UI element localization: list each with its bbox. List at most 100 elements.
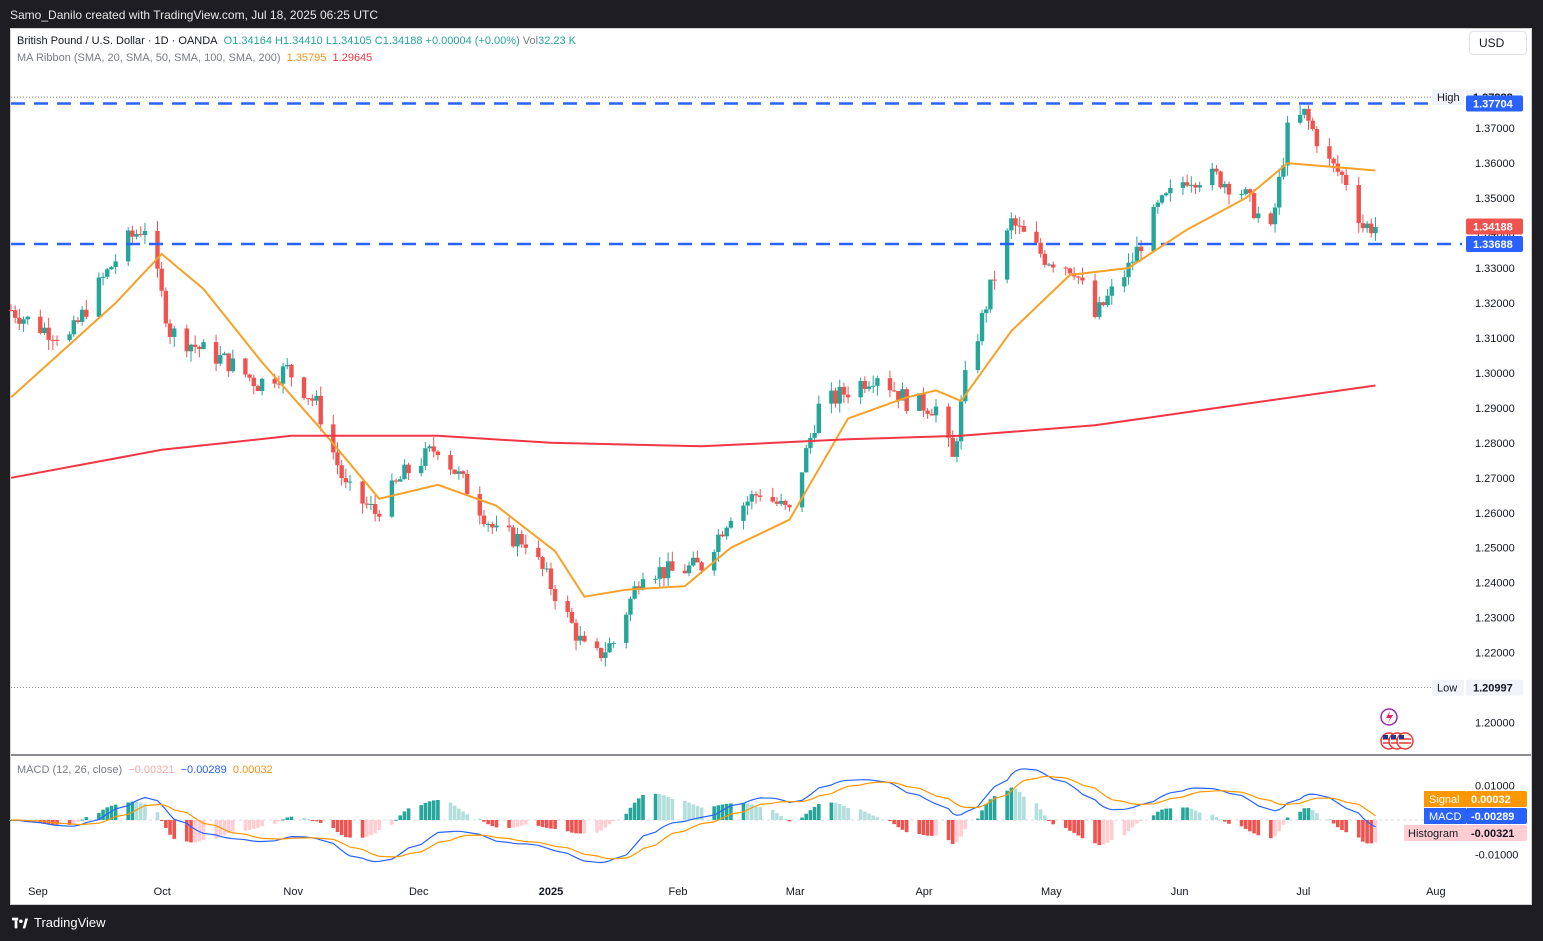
candle-body (1159, 195, 1165, 203)
candle-body (1046, 264, 1052, 266)
candle (745, 496, 750, 515)
time-tick-label: Sep (28, 886, 48, 898)
candle (372, 494, 378, 522)
candle-body (1063, 267, 1068, 269)
candle-body (640, 579, 646, 590)
candle-body (1247, 189, 1253, 194)
candle-body (598, 647, 604, 658)
macd-histogram-bar (427, 801, 432, 820)
candle-body (251, 377, 256, 387)
candle-body (954, 441, 960, 457)
macd-histogram-bar (1336, 820, 1340, 828)
currency-button[interactable]: USD (1469, 31, 1527, 55)
macd-histogram-bar (1327, 818, 1332, 820)
candle (691, 551, 696, 567)
macd-tag: MACD -0.00289 (1424, 808, 1527, 824)
macd-histogram-bar (1022, 796, 1026, 820)
macd-histogram-bar (260, 820, 264, 827)
price-tick-label: 1.36000 (1475, 158, 1515, 170)
candle-body (917, 393, 922, 411)
macd-histogram-bar (1256, 820, 1261, 836)
axis-layer: 1.380001.370001.360001.350001.340001.330… (11, 88, 1531, 898)
attribution-text: Samo_Danilo created with TradingView.com… (10, 8, 378, 22)
macd-histogram-bar (837, 804, 842, 820)
macd-histogram-bar (1248, 820, 1252, 832)
candle (398, 475, 403, 482)
low-value: L1.34105 (325, 35, 372, 47)
tradingview-logo[interactable]: TradingView (12, 915, 106, 930)
candle-body (875, 378, 880, 386)
macd-histogram-bar (1126, 820, 1131, 832)
ma-legend: MA Ribbon (SMA, 20, SMA, 50, SMA, 100, S… (17, 52, 372, 64)
resistance-price-tag-value: 1.37704 (1473, 99, 1514, 111)
candle (285, 358, 290, 370)
candle-body (197, 346, 202, 350)
signal-tag-value: 0.00032 (1471, 794, 1511, 806)
price-tick-label: 1.26000 (1475, 508, 1515, 520)
candle (1122, 270, 1127, 293)
macd-histogram-bar (804, 813, 809, 820)
candle-body (540, 557, 545, 569)
macd-histogram-bar (197, 820, 202, 842)
candle (54, 335, 60, 346)
candle (640, 572, 646, 591)
macd-histogram-bar (1013, 788, 1018, 820)
candle-body (167, 323, 173, 337)
macd-histogram-bar (507, 820, 511, 828)
candle-body (741, 505, 746, 521)
candle-body (1042, 253, 1048, 265)
macd-histogram-bar (1373, 820, 1378, 843)
candle-body (427, 446, 432, 449)
time-tick-label: Jul (1296, 886, 1310, 898)
candle (1050, 261, 1056, 273)
macd-histogram-bar (988, 799, 993, 820)
candle (343, 468, 349, 488)
macd-tick-label: -0.01000 (1475, 849, 1518, 861)
macd-histogram-bar (231, 820, 235, 832)
candle (921, 387, 926, 418)
price-tick-label: 1.28000 (1475, 438, 1515, 450)
candle-body (1067, 268, 1073, 274)
macd-histogram-bar (787, 820, 792, 822)
macd-histogram-bar (76, 820, 80, 822)
macd-histogram-bar (687, 802, 691, 820)
candle (1080, 267, 1085, 285)
candle-body (1164, 193, 1169, 196)
candle-body (272, 378, 277, 384)
candle (1159, 194, 1165, 205)
volume-label: Vol (522, 35, 539, 47)
chart-frame[interactable] (10, 28, 1532, 905)
macd-histogram-bar (1189, 808, 1194, 820)
candle-body (42, 327, 47, 334)
candle (833, 387, 838, 408)
candle (624, 612, 629, 649)
us-flag-icons[interactable] (1380, 732, 1414, 750)
candle-body (184, 328, 189, 352)
candle-body (632, 586, 637, 599)
macd-histogram-bar (578, 820, 583, 834)
candle (465, 469, 470, 495)
candle-body (929, 413, 935, 416)
candle (1369, 218, 1374, 238)
macd-histogram-bar (159, 820, 164, 821)
macd-histogram-bar (289, 816, 294, 820)
candle-body (661, 567, 667, 579)
candle (1356, 176, 1361, 233)
candle-body (285, 364, 290, 367)
histogram-tag-bg (1466, 825, 1527, 841)
macd-histogram-bar (1181, 807, 1185, 820)
macd-histogram-bar (712, 806, 716, 820)
candle (519, 530, 524, 548)
candle-body (1306, 108, 1311, 121)
candle (435, 449, 441, 461)
price-tick-label: 1.25000 (1475, 543, 1515, 555)
candle (155, 221, 160, 278)
macd-histogram-bar (1072, 820, 1076, 833)
candle (1101, 301, 1106, 307)
candle-body (50, 339, 56, 341)
candle (1193, 182, 1198, 195)
lightning-icon[interactable] (1380, 708, 1398, 726)
candle (628, 596, 633, 621)
candle-body (1222, 183, 1227, 188)
